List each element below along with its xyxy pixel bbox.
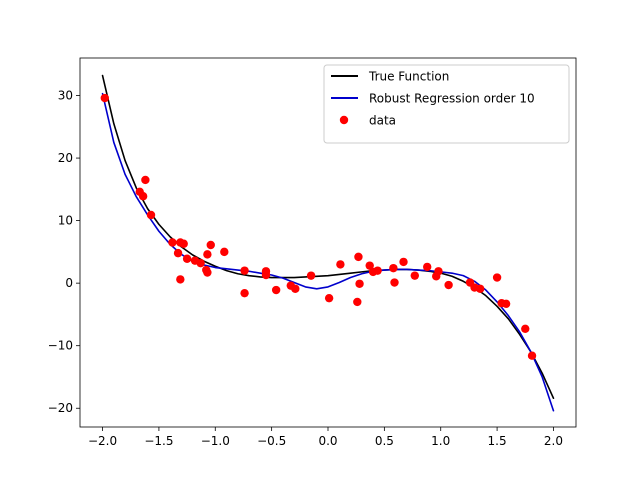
data-point xyxy=(173,248,183,258)
data-point xyxy=(168,238,177,247)
data-point xyxy=(389,263,398,273)
y-tick-label: 0 xyxy=(65,276,73,290)
data-point xyxy=(353,297,362,307)
legend-label: data xyxy=(369,114,396,128)
data-point xyxy=(176,275,185,284)
data-point xyxy=(423,262,432,272)
data-point xyxy=(100,93,110,103)
data-point xyxy=(410,271,419,280)
x-tick-label: 1.0 xyxy=(431,434,450,448)
data-point xyxy=(240,266,249,275)
data-point xyxy=(240,288,249,298)
y-tick-label: 20 xyxy=(58,151,73,165)
legend-marker-swatch xyxy=(339,115,349,125)
data-point xyxy=(146,210,156,220)
data-point xyxy=(501,299,511,308)
series-layer xyxy=(100,74,555,412)
legend-label: Robust Regression order 10 xyxy=(369,92,535,106)
legend-box xyxy=(323,64,570,144)
data-point xyxy=(527,351,537,360)
data-point xyxy=(444,280,453,290)
data-point xyxy=(220,247,229,257)
data-point xyxy=(196,258,205,268)
y-tick-label: −20 xyxy=(48,401,73,415)
legend-label: True Function xyxy=(368,70,449,84)
data-point xyxy=(138,192,148,201)
x-tick-label: −2.0 xyxy=(88,434,117,448)
data-point xyxy=(261,270,271,280)
x-tick-label: 2.0 xyxy=(544,434,563,448)
data-point xyxy=(521,324,530,334)
data-point xyxy=(203,250,212,259)
y-axis: −20 −10 0 10 20 30 xyxy=(48,89,80,415)
data-point xyxy=(354,252,363,262)
data-point xyxy=(492,273,502,282)
data-point xyxy=(373,266,382,275)
data-point xyxy=(399,257,408,267)
data-point xyxy=(179,239,188,248)
x-axis: −2.0 −1.5 −1.0 −0.5 0.0 0.5 1.0 1.5 2.0 xyxy=(88,427,563,448)
data-point xyxy=(434,267,443,276)
data-point xyxy=(206,240,215,250)
data-point xyxy=(291,284,300,293)
x-tick-label: 0.5 xyxy=(375,434,394,448)
x-tick-label: −0.5 xyxy=(257,434,286,448)
x-tick-label: −1.5 xyxy=(144,434,173,448)
data-point xyxy=(390,278,399,287)
data-point xyxy=(355,279,364,288)
legend: True Function Robust Regression order 10 d… xyxy=(323,64,570,144)
data-point xyxy=(324,293,334,303)
data-point xyxy=(336,260,345,269)
x-tick-label: −1.0 xyxy=(201,434,230,448)
data-point xyxy=(271,285,281,295)
data-point xyxy=(203,268,212,277)
data-point xyxy=(141,175,150,185)
data-point xyxy=(475,284,485,293)
y-tick-label: −10 xyxy=(48,339,73,353)
x-tick-label: 0.0 xyxy=(318,434,337,448)
y-tick-label: 10 xyxy=(58,214,73,228)
x-tick-label: 1.5 xyxy=(488,434,507,448)
data-point xyxy=(306,271,316,280)
y-tick-label: 30 xyxy=(58,89,73,103)
data-point xyxy=(365,261,374,270)
data-point xyxy=(182,254,192,263)
